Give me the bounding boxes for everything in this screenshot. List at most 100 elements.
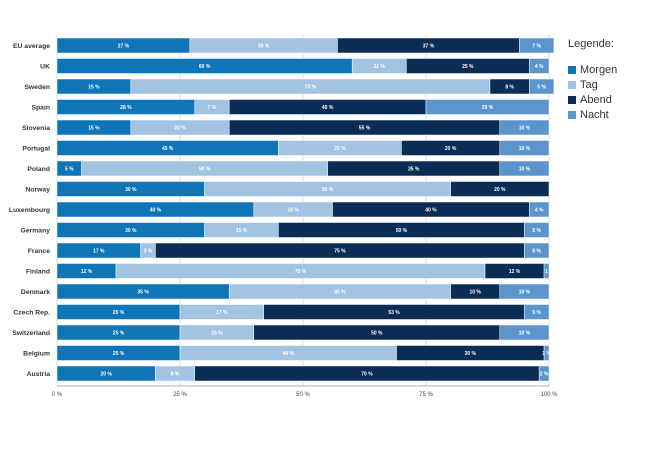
category-label: Slovenia (22, 125, 50, 132)
bar-segment-abend (450, 181, 550, 197)
category-label: UK (40, 64, 50, 71)
data-label: 45 % (334, 290, 346, 296)
data-label: 11 % (374, 64, 386, 70)
data-label: 20 % (100, 372, 112, 378)
data-label: 20 % (445, 146, 457, 152)
bar-segment-nacht (524, 304, 550, 320)
x-tick-label: 100 % (540, 392, 558, 398)
legend-item-morgen: Morgen (568, 63, 648, 77)
legend-title: Legende: (568, 38, 614, 50)
x-tick-label: 25 % (173, 392, 187, 398)
data-label: 50 % (199, 167, 211, 173)
data-label: 27 % (118, 44, 130, 50)
data-label: 17 % (93, 249, 105, 255)
data-label: 28 % (120, 105, 132, 111)
category-label: Belgium (23, 351, 50, 358)
legend-item-tag: Tag (568, 78, 648, 92)
category-label: Denmark (21, 289, 50, 296)
data-label: 60 % (199, 64, 211, 70)
data-label: 17 % (216, 310, 228, 316)
bar-segment-nacht (499, 324, 550, 341)
data-label: 10 % (519, 167, 531, 173)
data-label: 50 % (322, 187, 334, 193)
data-label: 50 % (396, 228, 408, 234)
legend-item-nacht: Nacht (568, 108, 648, 122)
data-label: 73 % (305, 85, 317, 91)
data-label: 4 % (535, 64, 544, 70)
category-label: Austria (27, 371, 51, 378)
data-label: 20 % (174, 126, 186, 132)
bar-segment-nacht (499, 160, 550, 177)
legend-label-morgen: Morgen (580, 64, 618, 76)
category-label: Sweden (24, 84, 50, 91)
bar-segment-nacht (529, 58, 550, 74)
bar-segment-nacht (524, 242, 550, 259)
data-label: 7 % (532, 44, 541, 50)
data-label: 7 % (208, 105, 217, 111)
data-label: 5 % (532, 249, 541, 255)
data-label: 35 % (408, 167, 420, 173)
x-tick-label: 0 % (52, 392, 63, 398)
data-label: 70 % (361, 372, 373, 378)
bar-segment-nacht (425, 99, 550, 115)
bar-segment-nacht (543, 263, 550, 279)
data-label: 5 % (532, 228, 541, 234)
data-label: 15 % (211, 331, 223, 337)
data-label: 5 % (65, 167, 74, 173)
data-label: 50 % (371, 331, 383, 337)
data-label: 15 % (236, 228, 248, 234)
category-label: Switzerland (12, 330, 50, 337)
category-label: Portugal (22, 146, 50, 153)
data-label: 20 % (494, 187, 506, 193)
data-label: 30 % (258, 44, 270, 50)
legend-swatch-nacht (568, 111, 576, 119)
data-label: 40 % (150, 208, 162, 214)
data-label: 53 % (388, 310, 400, 316)
data-label: 10 % (519, 146, 531, 152)
category-label: Spain (31, 105, 50, 112)
data-label: 75 % (334, 249, 346, 255)
data-label: 8 % (505, 85, 514, 91)
x-tick-label: 50 % (296, 392, 310, 398)
category-label: France (28, 248, 51, 255)
category-label: Luxembourg (9, 207, 50, 214)
bar-segment-nacht (529, 201, 550, 218)
data-label: 1 (545, 269, 548, 275)
data-label: 30 % (125, 187, 137, 193)
data-label: 3 % (144, 249, 153, 255)
category-label: Czech Rep. (13, 310, 50, 317)
bar-segment-nacht (543, 345, 550, 361)
bar-segment-nacht (529, 78, 555, 95)
bar-segment-nacht (499, 140, 550, 156)
data-label: 25 % (482, 105, 494, 111)
bar-segment-nacht (499, 283, 550, 300)
legend: Legende: Morgen Tag Abend Nacht (568, 38, 648, 123)
data-label: 15 % (88, 126, 100, 132)
data-label: 4 % (535, 208, 544, 214)
data-label: 25 % (113, 351, 125, 357)
bar-segment-nacht (499, 119, 550, 136)
legend-label-tag: Tag (580, 79, 598, 91)
data-label: 15 % (88, 85, 100, 91)
legend-label-abend: Abend (580, 94, 612, 106)
data-label: 12 % (509, 269, 521, 275)
data-label: 25 % (113, 310, 125, 316)
category-label: Germany (21, 228, 51, 235)
data-label: 10 % (469, 290, 481, 296)
data-label: 44 % (283, 351, 295, 357)
legend-swatch-morgen (568, 66, 576, 74)
category-label: EU average (13, 43, 50, 50)
category-label: Poland (27, 166, 50, 173)
data-label: 1 % (542, 351, 551, 357)
data-label: 30 % (465, 351, 477, 357)
bar-segment-nacht (519, 37, 555, 54)
data-label: 40 % (425, 208, 437, 214)
data-label: 10 % (519, 331, 531, 337)
data-label: 16 % (287, 208, 299, 214)
data-label: 25 % (462, 64, 474, 70)
data-label: 37 % (423, 44, 435, 50)
data-label: 10 % (519, 290, 531, 296)
data-label: 12 % (81, 269, 93, 275)
data-label: 25 % (113, 331, 125, 337)
